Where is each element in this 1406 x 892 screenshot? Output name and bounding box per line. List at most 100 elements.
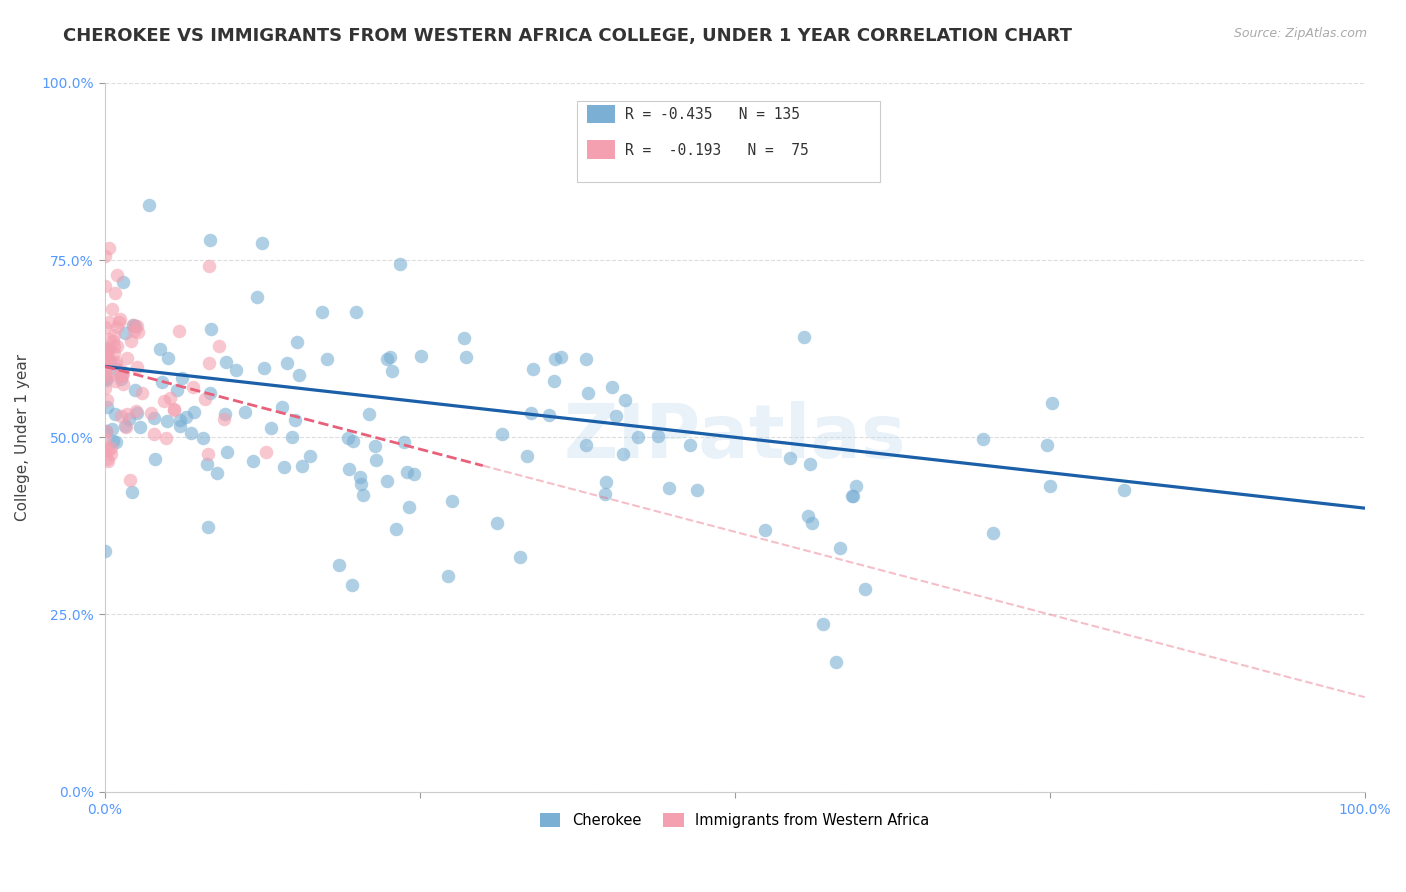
Point [375, 474, 398, 488]
Point [105, 320, 128, 334]
Point [94, 371, 117, 385]
Point [363, 439, 385, 453]
Point [94, 425, 117, 439]
Point [516, 449, 538, 463]
Point [260, 421, 283, 435]
Point [200, 322, 222, 336]
Y-axis label: College, Under 1 year: College, Under 1 year [15, 354, 30, 521]
Point [509, 549, 531, 564]
Point [538, 408, 561, 422]
Point [845, 479, 868, 493]
Point [842, 489, 865, 503]
Point [124, 319, 146, 334]
Point [94, 381, 117, 395]
Point [157, 351, 180, 365]
Point [602, 380, 624, 394]
Point [253, 360, 276, 375]
Point [194, 392, 217, 407]
Point [198, 260, 221, 274]
Point [1040, 396, 1063, 410]
Point [388, 257, 411, 271]
Point [94, 360, 117, 375]
Point [143, 452, 166, 467]
Point [125, 406, 148, 420]
Point [575, 437, 598, 451]
Point [169, 419, 191, 434]
Point [298, 449, 321, 463]
Point [754, 523, 776, 537]
Point [94, 432, 117, 446]
Point [143, 426, 166, 441]
Point [613, 392, 636, 407]
Point [574, 352, 596, 367]
Point [104, 374, 127, 388]
Point [117, 351, 139, 366]
Point [138, 198, 160, 212]
Point [198, 233, 221, 247]
Point [328, 558, 350, 572]
Point [110, 372, 132, 386]
Point [398, 500, 420, 514]
Point [350, 477, 373, 491]
Point [233, 404, 256, 418]
Legend: Cherokee, Immigrants from Western Africa: Cherokee, Immigrants from Western Africa [534, 807, 935, 834]
Point [163, 402, 186, 417]
Point [105, 355, 128, 369]
Point [103, 334, 125, 348]
Text: R =  -0.193   N =  75: R = -0.193 N = 75 [626, 143, 808, 158]
Point [104, 358, 127, 372]
Point [1114, 483, 1136, 497]
Point [853, 582, 876, 597]
Point [291, 459, 314, 474]
Point [166, 383, 188, 397]
Point [169, 412, 191, 426]
Point [100, 447, 122, 461]
Point [339, 461, 361, 475]
Point [520, 406, 543, 420]
Point [841, 489, 863, 503]
Point [127, 325, 149, 339]
Point [174, 409, 197, 424]
Point [344, 304, 367, 318]
Point [200, 386, 222, 401]
Point [104, 407, 127, 421]
FancyBboxPatch shape [588, 104, 614, 123]
Point [149, 342, 172, 356]
Point [576, 386, 599, 401]
Point [101, 434, 124, 449]
Point [801, 516, 824, 531]
Point [250, 235, 273, 250]
Point [105, 339, 128, 353]
Point [94, 368, 117, 382]
Point [98, 343, 121, 358]
Point [246, 289, 269, 303]
Point [1036, 437, 1059, 451]
Point [454, 350, 477, 364]
Text: Source: ZipAtlas.com: Source: ZipAtlas.com [1233, 27, 1367, 40]
Point [170, 370, 193, 384]
Point [181, 380, 204, 394]
Point [217, 445, 239, 459]
Point [124, 404, 146, 418]
Point [357, 407, 380, 421]
Point [124, 383, 146, 397]
Point [97, 315, 120, 329]
Point [98, 353, 121, 368]
Point [215, 355, 238, 369]
Point [142, 410, 165, 425]
Point [1039, 479, 1062, 493]
Text: CHEROKEE VS IMMIGRANTS FROM WESTERN AFRICA COLLEGE, UNDER 1 YEAR CORRELATION CHA: CHEROKEE VS IMMIGRANTS FROM WESTERN AFRI… [63, 27, 1073, 45]
Point [118, 411, 141, 425]
Point [94, 425, 117, 439]
Point [96, 451, 118, 466]
Point [522, 362, 544, 376]
Point [254, 444, 277, 458]
Point [595, 475, 617, 489]
Point [284, 413, 307, 427]
Point [208, 339, 231, 353]
Point [155, 414, 177, 428]
Point [276, 356, 298, 370]
Point [197, 520, 219, 534]
Point [94, 353, 117, 368]
Point [121, 318, 143, 332]
